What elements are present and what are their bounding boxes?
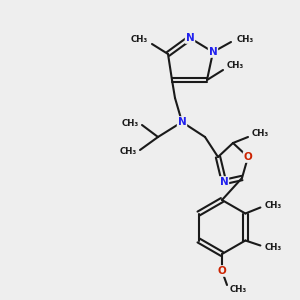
Text: O: O <box>244 152 252 162</box>
Text: CH₃: CH₃ <box>120 146 137 155</box>
Text: N: N <box>208 47 217 57</box>
Text: CH₃: CH₃ <box>131 35 148 44</box>
Text: O: O <box>218 266 226 276</box>
Text: CH₃: CH₃ <box>122 119 139 128</box>
Text: N: N <box>178 117 186 127</box>
Text: CH₃: CH₃ <box>264 243 282 252</box>
Text: CH₃: CH₃ <box>227 61 244 70</box>
Text: CH₃: CH₃ <box>252 130 269 139</box>
Text: CH₃: CH₃ <box>230 284 247 293</box>
Text: CH₃: CH₃ <box>264 201 282 210</box>
Text: CH₃: CH₃ <box>237 34 254 43</box>
Text: N: N <box>186 33 194 43</box>
Text: N: N <box>220 177 228 187</box>
